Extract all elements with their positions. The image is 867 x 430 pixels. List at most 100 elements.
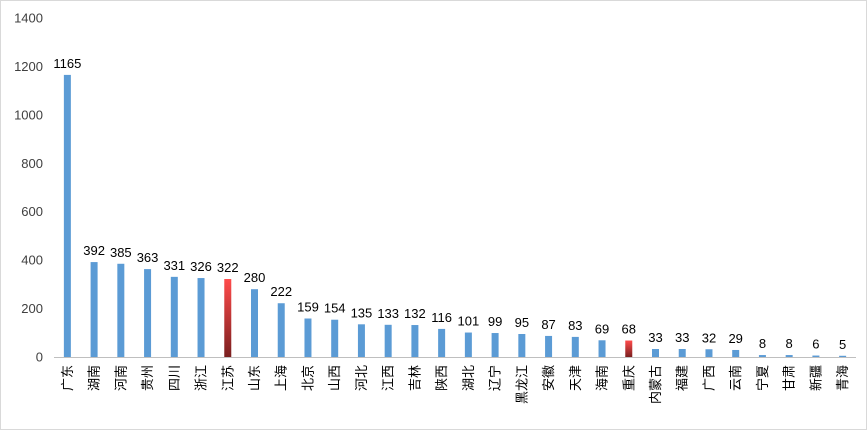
data-label: 322 xyxy=(217,260,239,275)
data-label: 5 xyxy=(839,337,846,352)
x-tick-label: 上海 xyxy=(275,365,290,391)
data-label: 392 xyxy=(83,243,105,258)
bar xyxy=(331,319,339,357)
data-label: 154 xyxy=(324,301,346,316)
x-tick-label: 青海 xyxy=(836,365,851,391)
bar xyxy=(812,355,820,357)
x-tick-label: 天津 xyxy=(569,365,584,391)
x-tick-label: 黑龙江 xyxy=(515,365,530,404)
bar xyxy=(438,328,446,357)
y-tick-label: 1000 xyxy=(14,107,43,122)
bar xyxy=(304,318,312,357)
data-label: 83 xyxy=(568,318,582,333)
x-tick-label: 甘肃 xyxy=(783,365,798,391)
bar xyxy=(758,355,766,357)
bar xyxy=(705,349,713,357)
x-tick-label: 湖北 xyxy=(462,365,477,391)
bar xyxy=(384,324,392,357)
data-label: 1165 xyxy=(53,56,81,71)
data-label: 8 xyxy=(786,336,793,351)
bar xyxy=(839,355,847,357)
data-label: 87 xyxy=(541,317,555,332)
x-tick-label: 广东 xyxy=(61,365,76,391)
x-tick-label: 河北 xyxy=(355,365,370,391)
bar xyxy=(518,334,526,357)
data-label: 385 xyxy=(110,245,132,260)
x-tick-label: 河南 xyxy=(113,365,129,391)
y-tick-label: 800 xyxy=(21,156,43,171)
x-tick-label: 辽宁 xyxy=(488,365,504,391)
x-tick-label: 新疆 xyxy=(808,365,824,391)
data-label: 8 xyxy=(759,336,766,351)
data-label: 331 xyxy=(163,258,185,273)
data-label: 33 xyxy=(675,330,689,345)
data-label: 132 xyxy=(404,306,426,321)
data-label: 280 xyxy=(244,270,266,285)
bar xyxy=(277,303,285,357)
data-label: 69 xyxy=(595,321,609,336)
bar-highlighted xyxy=(224,279,232,357)
x-tick-label: 浙江 xyxy=(195,365,210,391)
bar xyxy=(785,355,793,357)
x-tick-label: 福建 xyxy=(676,365,691,391)
y-tick-label: 1400 xyxy=(14,11,43,26)
data-label: 29 xyxy=(728,331,742,346)
bar xyxy=(117,263,125,357)
data-label: 222 xyxy=(270,284,292,299)
bar xyxy=(464,332,472,357)
x-tick-label: 江西 xyxy=(382,365,397,391)
x-tick-label: 海南 xyxy=(595,365,611,391)
x-tick-label: 北京 xyxy=(301,365,316,391)
x-tick-label: 贵州 xyxy=(141,365,156,391)
x-tick-label: 四川 xyxy=(168,365,183,391)
data-label: 6 xyxy=(812,337,819,352)
bar xyxy=(411,325,419,357)
data-label: 159 xyxy=(297,300,319,315)
data-label: 133 xyxy=(377,306,399,321)
x-tick-label: 安徽 xyxy=(542,365,557,391)
data-label: 95 xyxy=(515,315,529,330)
bar xyxy=(732,349,740,357)
y-tick-label: 200 xyxy=(21,301,43,316)
y-tick-label: 600 xyxy=(21,204,43,219)
bar xyxy=(90,262,98,357)
bar xyxy=(251,289,258,357)
x-tick-label: 宁夏 xyxy=(755,365,771,391)
data-label: 33 xyxy=(648,330,662,345)
y-axis: 0 200 400 600 800 1000 1200 1400 xyxy=(14,11,43,365)
bar-highlighted xyxy=(625,340,633,357)
bar xyxy=(598,340,606,357)
data-label: 32 xyxy=(702,330,716,345)
bar xyxy=(357,324,365,357)
x-tick-label: 广西 xyxy=(702,365,717,391)
x-tick-label: 吉林 xyxy=(408,365,423,391)
x-tick-label: 山西 xyxy=(328,365,343,391)
x-tick-label: 重庆 xyxy=(621,365,637,391)
data-label: 101 xyxy=(458,314,480,329)
y-tick-label: 0 xyxy=(36,350,43,365)
bar xyxy=(170,276,178,357)
bar xyxy=(491,333,499,357)
y-tick-label: 400 xyxy=(21,253,43,268)
x-tick-label: 云南 xyxy=(728,365,744,391)
bar xyxy=(144,269,152,357)
bar xyxy=(63,74,71,358)
data-label: 135 xyxy=(351,305,373,320)
bar xyxy=(545,335,553,357)
bar xyxy=(571,336,579,357)
x-tick-label: 陕西 xyxy=(435,365,450,391)
data-label: 68 xyxy=(622,322,636,337)
data-label: 363 xyxy=(137,250,159,265)
data-label: 326 xyxy=(190,259,212,274)
x-tick-label: 湖南 xyxy=(87,365,103,391)
bar xyxy=(678,349,686,357)
data-label: 99 xyxy=(488,314,502,329)
x-tick-label: 内蒙古 xyxy=(648,365,664,404)
bar xyxy=(652,349,659,357)
x-tick-label: 山东 xyxy=(248,365,263,391)
y-tick-label: 1200 xyxy=(14,59,43,74)
bars xyxy=(63,74,847,358)
